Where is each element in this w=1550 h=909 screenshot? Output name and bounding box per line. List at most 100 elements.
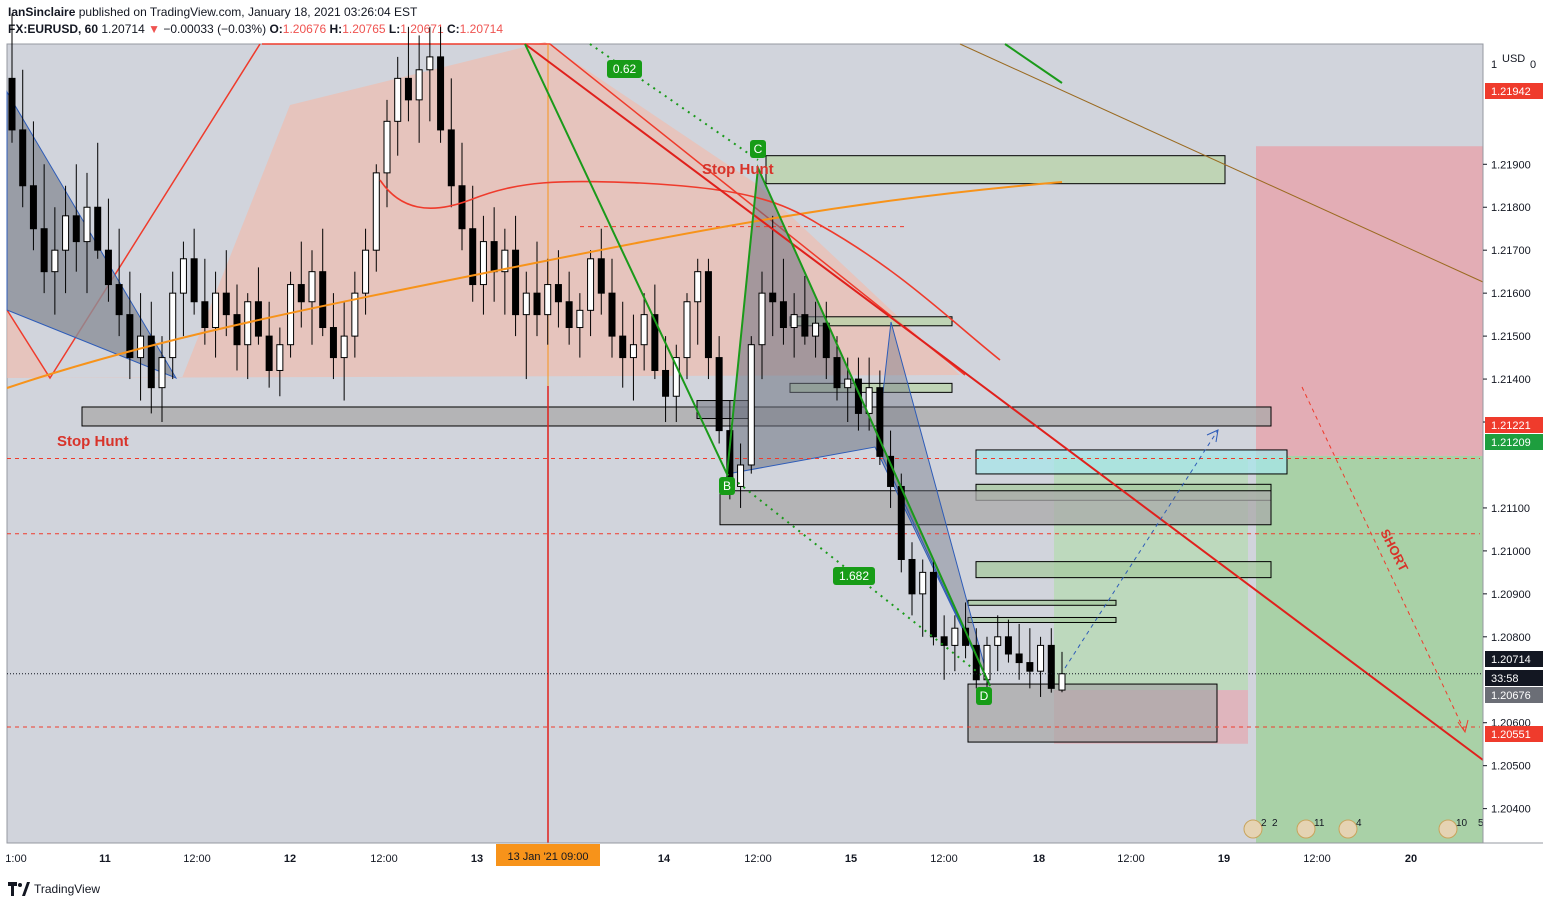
candle — [801, 314, 809, 337]
candle — [1047, 644, 1055, 689]
candle — [8, 77, 16, 131]
candle — [19, 129, 27, 187]
price-tag-label: 1.21209 — [1491, 437, 1531, 449]
candle — [83, 206, 91, 243]
price-tick-label: 1.20400 — [1491, 804, 1531, 816]
time-tick-label: 20 — [1405, 853, 1417, 865]
close-value: 1.20714 — [459, 22, 504, 36]
point-c-label-bg — [750, 140, 766, 158]
candle — [715, 357, 723, 432]
time-tick-label: 12:00 — [744, 853, 772, 865]
event-count: 11 — [1314, 818, 1325, 829]
symbol-label[interactable]: FX:EURUSD, 60 — [8, 22, 99, 36]
low-label: L: — [388, 22, 401, 36]
candle — [62, 215, 70, 251]
candle — [319, 271, 327, 329]
candle — [576, 309, 584, 329]
candle — [640, 314, 648, 346]
candle — [533, 292, 541, 316]
candle — [940, 636, 948, 646]
candle — [501, 249, 509, 273]
candle — [265, 335, 273, 371]
published-text: published on TradingView.com, January 18… — [78, 5, 418, 19]
candle — [844, 378, 852, 389]
tradingview-footer[interactable]: TradingView — [8, 882, 100, 896]
low-value: 1.20671 — [400, 22, 444, 36]
price-tick-label: 1.21500 — [1491, 331, 1531, 343]
candle — [769, 292, 777, 303]
candle — [994, 636, 1002, 646]
descending-trendline-red — [524, 43, 1484, 761]
price-tag-label: 1.20676 — [1491, 690, 1531, 702]
candle — [115, 284, 123, 316]
candle — [212, 292, 220, 329]
price-tick-label: 1.21800 — [1491, 202, 1531, 214]
candle — [865, 387, 873, 414]
trendline-brown — [959, 43, 1484, 283]
candle — [394, 77, 402, 122]
candle — [458, 185, 466, 230]
stop-hunt-label-top: Stop Hunt — [702, 161, 774, 178]
candle — [597, 258, 605, 294]
zone-box-6 — [719, 490, 1272, 526]
candle — [587, 258, 595, 311]
down-triangle-icon: ▼ — [148, 22, 160, 36]
candle — [158, 357, 166, 389]
price-tick-label: 1.21000 — [1491, 546, 1531, 558]
author-name[interactable]: IanSinclaire — [8, 5, 76, 19]
candle — [437, 56, 445, 131]
price-tag — [1485, 670, 1543, 686]
price-tag — [1485, 434, 1543, 450]
candle — [169, 292, 177, 359]
candle — [544, 284, 552, 316]
candle — [287, 284, 295, 346]
candle — [812, 322, 820, 337]
candle — [479, 241, 487, 286]
zone-box-d — [967, 683, 1218, 743]
tradingview-brand: TradingView — [34, 882, 101, 896]
point-b-label-bg — [719, 477, 735, 495]
zone-box-9 — [967, 616, 1117, 623]
candle — [833, 357, 841, 389]
zone-box-cyan — [975, 449, 1288, 475]
candle — [201, 301, 209, 329]
candle — [876, 387, 884, 457]
time-tick-label: 12:00 — [1303, 853, 1331, 865]
open-label: O: — [269, 22, 283, 36]
price-tick-label: 1.21900 — [1491, 159, 1531, 171]
point-c-label: C — [754, 142, 763, 156]
short-stop-zone — [1256, 146, 1483, 456]
event-count: 5 — [1478, 818, 1484, 829]
candle — [554, 284, 562, 303]
pattern-leg-left — [6, 43, 261, 380]
candle — [1004, 636, 1012, 655]
time-axis — [7, 843, 1543, 873]
symbol-ohlc-line: FX:EURUSD, 60 1.20714 ▼ −0.00033 (−0.03%… — [8, 22, 503, 36]
candle — [694, 271, 702, 303]
candle — [233, 314, 241, 346]
price-tag — [1485, 651, 1543, 667]
wedge-shape-left — [6, 90, 178, 380]
high-value: 1.20765 — [342, 22, 386, 36]
candle — [512, 249, 520, 316]
candle — [147, 335, 155, 389]
candle — [490, 241, 498, 273]
candle — [704, 271, 712, 359]
last-price: 1.20714 — [101, 22, 145, 36]
price-tag-label: 33:58 — [1491, 673, 1519, 685]
time-tick-label: 12:00 — [183, 853, 211, 865]
price-tick-label: 1.20500 — [1491, 761, 1531, 773]
candle — [1026, 662, 1034, 672]
candle — [351, 292, 359, 337]
price-tag — [1485, 83, 1543, 99]
candle — [179, 258, 187, 294]
candle — [447, 129, 455, 187]
fib-label-1682: 1.682 — [839, 569, 869, 583]
candle — [51, 249, 59, 273]
point-d-label: D — [980, 689, 989, 703]
point-b-label: B — [723, 479, 731, 493]
long-arrow-head — [1206, 429, 1219, 443]
price-change: −0.00033 (−0.03%) — [163, 22, 267, 36]
event-flag-icon — [1243, 819, 1263, 839]
